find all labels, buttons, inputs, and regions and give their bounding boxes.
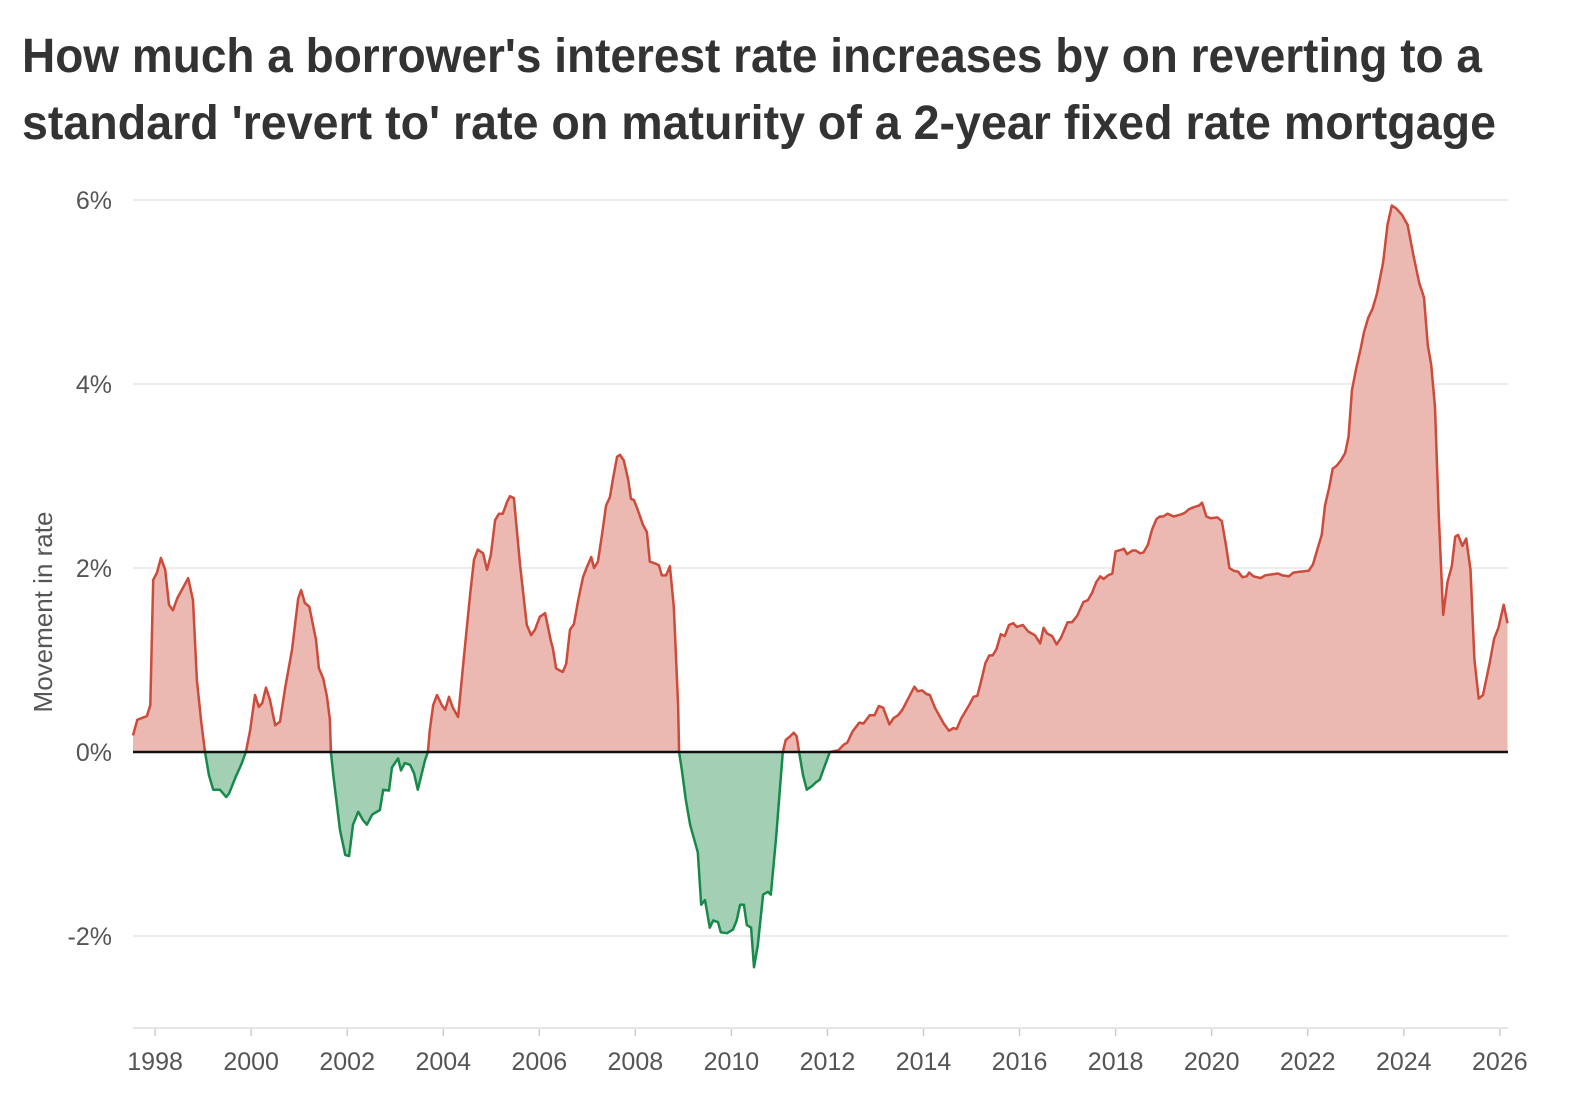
- chart-title-line-2: standard 'revert to' rate on maturity of…: [22, 97, 1496, 150]
- gridlines: [133, 199, 1508, 937]
- x-tick-label: 2026: [1472, 1048, 1528, 1076]
- x-tick-label: 2022: [1280, 1048, 1336, 1076]
- y-tick-label: 0%: [76, 739, 112, 767]
- x-tick-label: 2016: [992, 1048, 1048, 1076]
- x-tick-label: 2008: [608, 1048, 664, 1076]
- x-tick-label: 2010: [704, 1048, 760, 1076]
- x-tick-label: 2004: [415, 1048, 471, 1076]
- x-tick-label: 2018: [1088, 1048, 1144, 1076]
- negative-line: [203, 752, 837, 969]
- x-tick-labels: 1998 2000 2002 2004 2006 2008 2010 2012 2014 2016…: [127, 1028, 1528, 1076]
- positive-area: [133, 205, 1508, 752]
- positive-line: [131, 204, 1509, 752]
- y-axis-label: Movement in rate: [28, 512, 58, 713]
- x-tick-label: 2020: [1184, 1048, 1240, 1076]
- chart-title-line-1: How much a borrower's interest rate incr…: [22, 30, 1482, 83]
- y-tick-label: -2%: [68, 923, 112, 951]
- x-tick-label: 2002: [319, 1048, 375, 1076]
- x-tick-label: 1998: [127, 1048, 183, 1076]
- x-tick-label: 2014: [896, 1048, 952, 1076]
- x-tick-label: 2006: [511, 1048, 567, 1076]
- y-tick-label: 4%: [76, 371, 112, 399]
- y-tick-label: 6%: [76, 187, 112, 215]
- x-tick-label: 2024: [1376, 1048, 1432, 1076]
- x-tick-label: 2000: [223, 1048, 279, 1076]
- x-tick-label: 2012: [800, 1048, 856, 1076]
- y-tick-labels: 6% 4% 2% 0% -2%: [68, 187, 112, 951]
- y-tick-label: 2%: [76, 555, 112, 583]
